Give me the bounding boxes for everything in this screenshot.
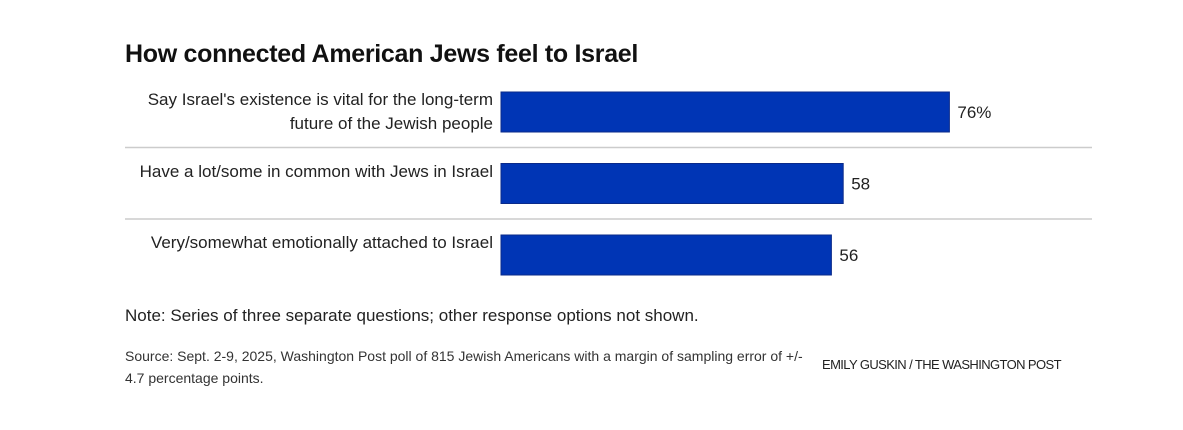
data-label: 58 xyxy=(851,175,870,194)
category-label: Have a lot/some in common with Jews in I… xyxy=(139,161,493,181)
chart-title: How connected American Jews feel to Isra… xyxy=(125,40,639,68)
chart-credit: EMILY GUSKIN / THE WASHINGTON POST xyxy=(822,357,1062,372)
chart-note: Note: Series of three separate questions… xyxy=(125,306,699,325)
category-label: Say Israel's existence is vital for the … xyxy=(147,90,493,133)
bar xyxy=(500,163,844,204)
data-label: 56 xyxy=(839,246,858,265)
bar xyxy=(500,234,832,276)
chart-source: Source: Sept. 2-9, 2025, Washington Post… xyxy=(125,348,803,386)
bar xyxy=(500,91,950,133)
data-label: 76% xyxy=(957,103,991,122)
category-label: Very/somewhat emotionally attached to Is… xyxy=(150,233,493,252)
